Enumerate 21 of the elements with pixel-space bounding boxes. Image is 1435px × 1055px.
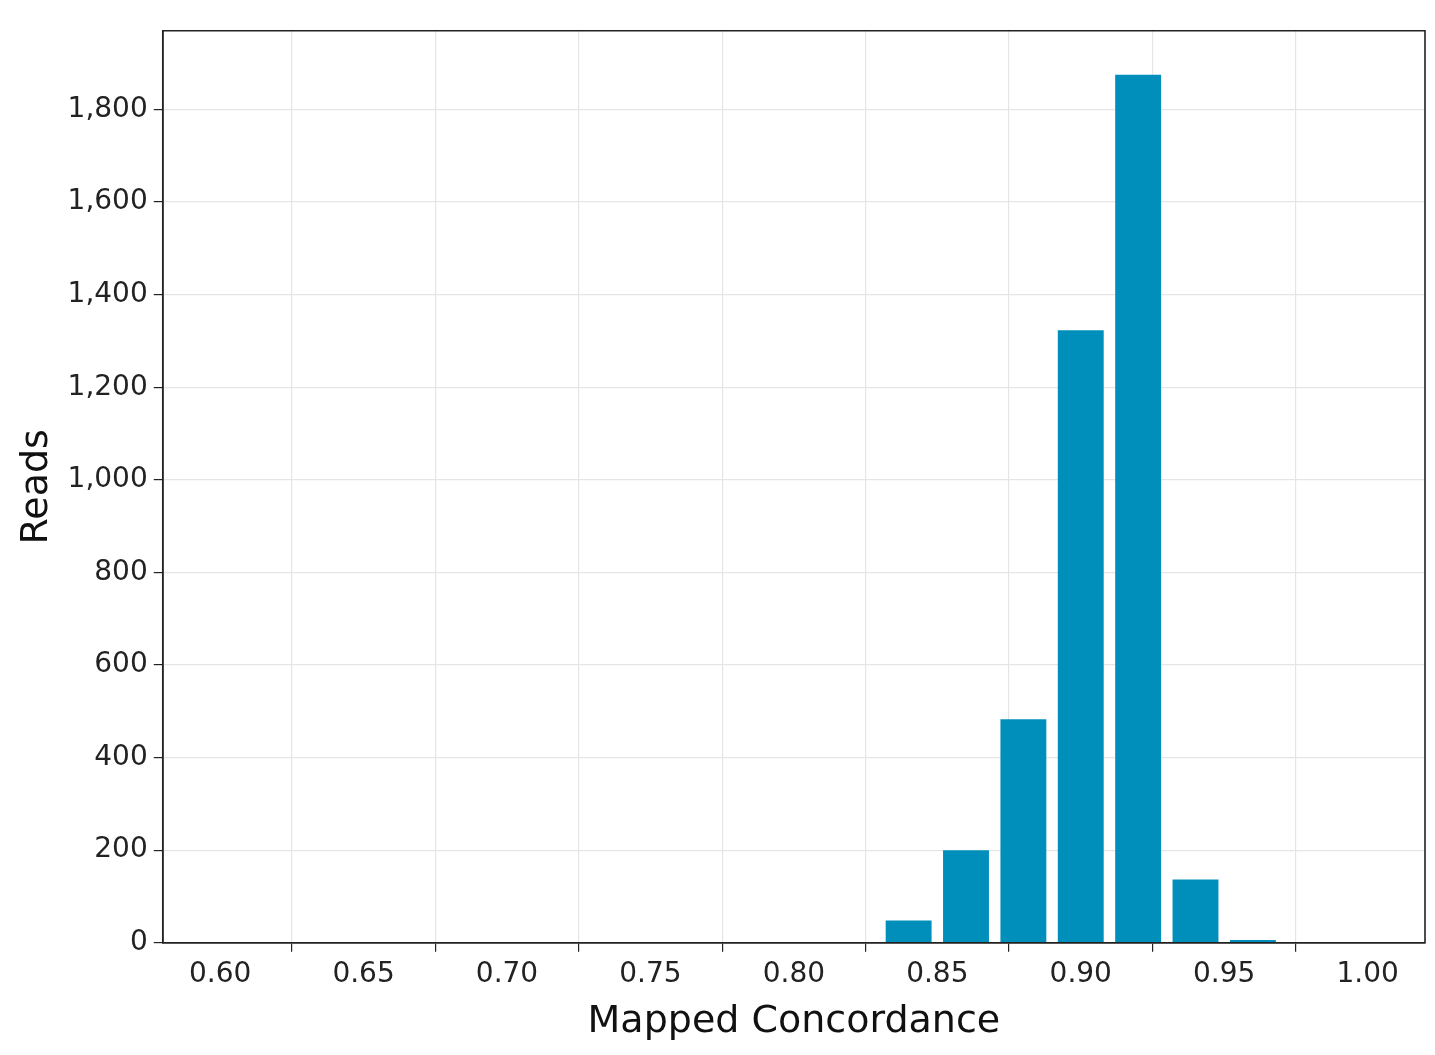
x-tick-label: 0.85	[906, 955, 969, 989]
x-tick-label: 0.65	[332, 955, 395, 989]
y-tick-label: 400	[94, 738, 148, 772]
y-tick-label: 1,000	[67, 461, 148, 495]
y-tick-label: 1,800	[67, 90, 148, 124]
x-tick-label: 0.95	[1193, 955, 1256, 989]
y-axis-title: Reads	[11, 429, 56, 545]
y-tick-label: 200	[94, 831, 148, 865]
y-tick-label: 1,600	[67, 183, 148, 217]
y-tick-label: 800	[94, 553, 148, 587]
x-tick-label: 0.75	[619, 955, 682, 989]
x-tick-label: 0.70	[475, 955, 539, 989]
y-tick-label: 1,200	[67, 368, 148, 402]
x-tick-label: 0.60	[188, 955, 252, 989]
x-tick-label: 0.80	[762, 955, 826, 989]
y-tick-label: 1,400	[67, 275, 148, 309]
x-axis-title: Mapped Concordance	[587, 997, 1001, 1042]
y-tick-label: 0	[129, 924, 148, 958]
x-tick-label: 1.00	[1336, 955, 1399, 989]
x-tick-label: 0.90	[1049, 955, 1112, 989]
y-tick-label: 600	[94, 646, 148, 680]
